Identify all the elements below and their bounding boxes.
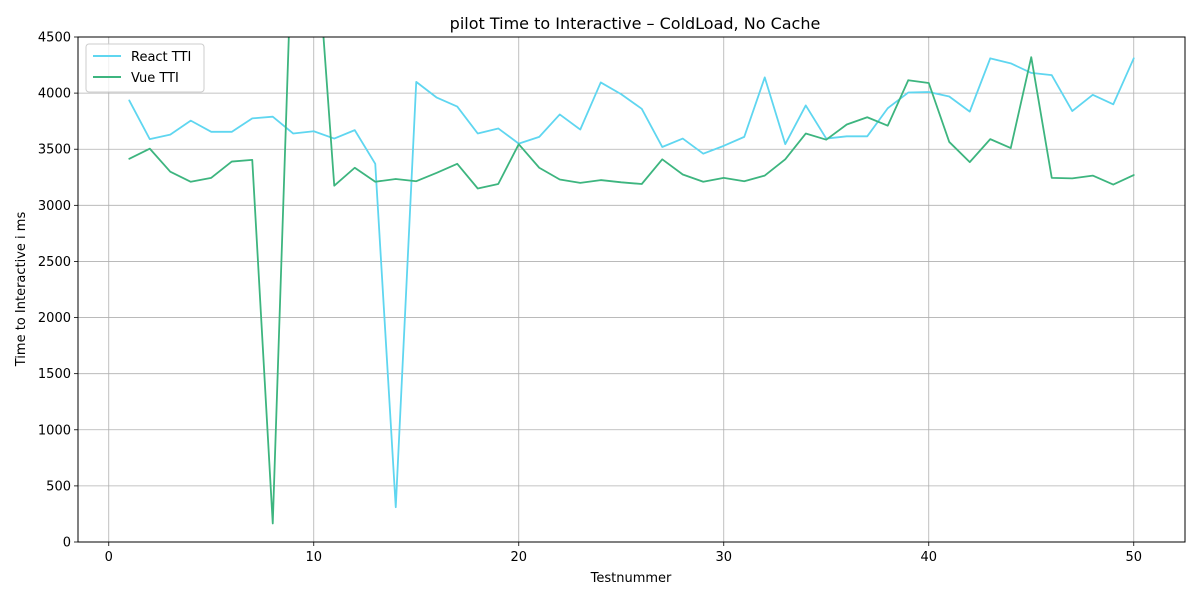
x-tick-label: 20 — [510, 550, 527, 565]
series-layer — [128, 37, 1135, 525]
x-tick-label: 0 — [105, 550, 113, 565]
x-tick-label: 30 — [715, 550, 732, 565]
x-axis-ticks: 0 10 20 30 40 50 — [105, 542, 1142, 565]
x-tick-label: 40 — [920, 550, 937, 565]
x-axis-label: Testnummer — [590, 571, 672, 586]
y-tick-label: 1500 — [38, 367, 71, 382]
y-tick-label: 2500 — [38, 255, 71, 270]
grid-lines — [78, 36, 1185, 543]
y-tick-label: 3000 — [38, 199, 71, 214]
legend: React TTI Vue TTI — [85, 43, 205, 93]
y-tick-label: 4000 — [38, 87, 71, 102]
series-line-vue-tti — [128, 37, 1135, 525]
series-line-react-tti — [128, 57, 1135, 509]
y-tick-label: 500 — [46, 479, 71, 494]
x-tick-label: 10 — [305, 550, 322, 565]
legend-label-vue: Vue TTI — [131, 71, 179, 86]
chart-title: pilot Time to Interactive – ColdLoad, No… — [450, 14, 821, 33]
x-tick-label: 50 — [1125, 550, 1142, 565]
y-tick-label: 2000 — [38, 311, 71, 326]
plot-background — [78, 37, 1185, 542]
y-axis-ticks: 0 500 1000 1500 2000 2500 3000 3500 4000 4500 — [38, 31, 78, 551]
y-axis-label: Time to Interactive i ms — [14, 212, 29, 368]
y-tick-label: 3500 — [38, 143, 71, 158]
legend-label-react: React TTI — [131, 50, 191, 65]
plot-frame — [77, 36, 1186, 543]
y-tick-label: 1000 — [38, 423, 71, 438]
y-tick-label: 4500 — [38, 31, 71, 46]
y-tick-label: 0 — [63, 536, 71, 551]
